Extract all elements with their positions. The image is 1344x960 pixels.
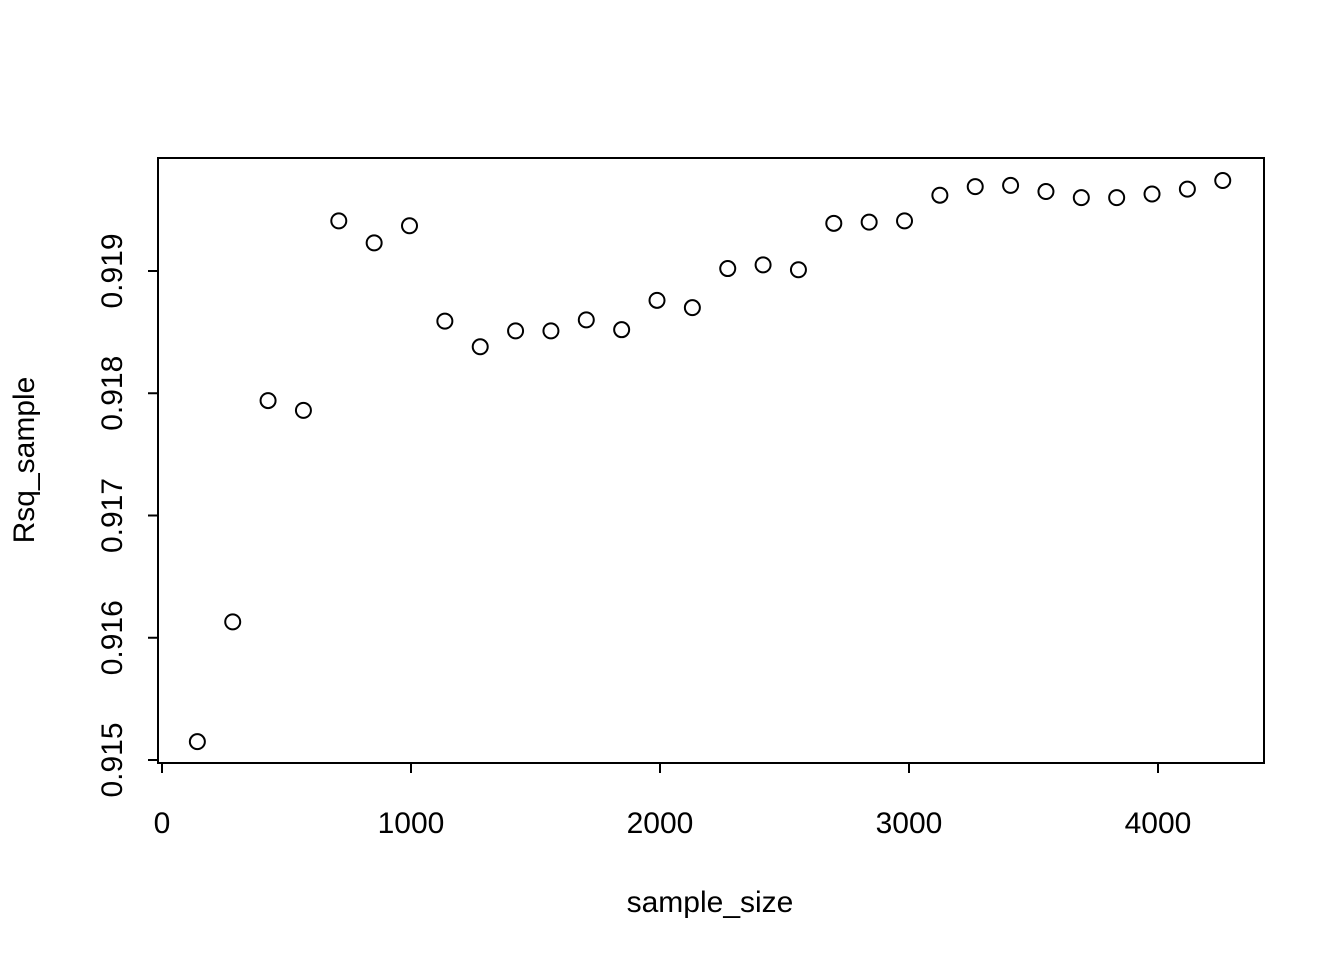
data-point [825, 214, 843, 232]
data-point [896, 212, 914, 230]
data-point [330, 212, 348, 230]
data-point [1002, 176, 1020, 194]
data-point [1178, 180, 1196, 198]
data-point [294, 401, 312, 419]
data-points [188, 172, 1232, 751]
data-point [365, 234, 383, 252]
data-point [648, 291, 666, 309]
data-point [1214, 172, 1232, 190]
y-tick-label: 0.916 [96, 600, 129, 675]
data-point [789, 261, 807, 279]
data-point [1143, 185, 1161, 203]
y-tick-label: 0.917 [96, 478, 129, 553]
y-axis: 0.915 0.916 0.917 0.918 0.919 [96, 233, 159, 798]
data-point [436, 312, 454, 330]
data-point [860, 213, 878, 231]
data-point [471, 338, 489, 356]
data-point [577, 311, 595, 329]
x-tick-label: 3000 [876, 807, 943, 840]
data-point [931, 186, 949, 204]
data-point [401, 217, 419, 235]
y-tick-label: 0.915 [96, 722, 129, 797]
x-tick-label: 1000 [378, 807, 445, 840]
x-axis: 0 1000 2000 3000 4000 [154, 762, 1192, 840]
x-tick-label: 2000 [627, 807, 694, 840]
data-point [542, 322, 560, 340]
data-point [224, 613, 242, 631]
data-point [613, 321, 631, 339]
data-point [719, 260, 737, 278]
x-axis-label: sample_size [627, 886, 794, 919]
plot-frame [157, 157, 1265, 764]
x-tick-label: 0 [154, 807, 171, 840]
data-point [188, 733, 206, 751]
data-point [1108, 189, 1126, 207]
data-point [1072, 189, 1090, 207]
y-tick-label: 0.918 [96, 356, 129, 431]
data-point [507, 322, 525, 340]
x-tick-label: 4000 [1125, 807, 1192, 840]
data-point [966, 178, 984, 196]
data-point [754, 256, 772, 274]
data-point [1037, 183, 1055, 201]
y-axis-label: Rsq_sample [8, 377, 41, 544]
data-point [259, 392, 277, 410]
y-tick-label: 0.919 [96, 233, 129, 308]
data-point [683, 299, 701, 317]
